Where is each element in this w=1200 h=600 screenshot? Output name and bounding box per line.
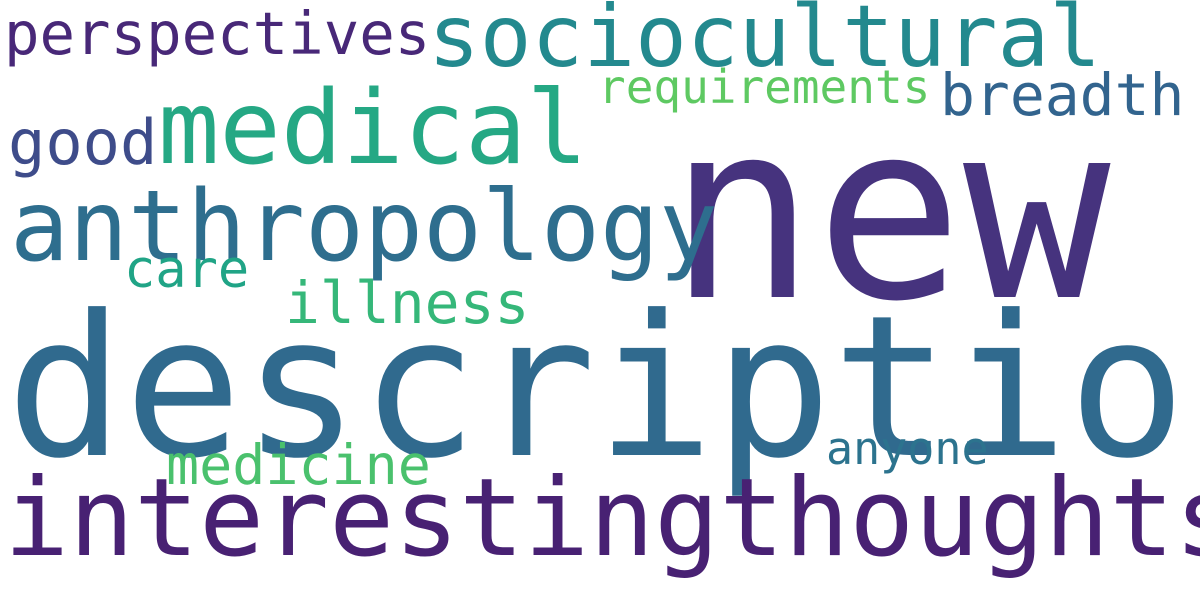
word-illness: illness [285,269,530,337]
word-new: new [668,70,1111,355]
word-interestingthoughts: interestingthoughts [4,456,1200,581]
word-good: good [8,106,158,179]
word-medicine: medicine [166,433,431,497]
word-anthropology: anthropology [10,170,719,284]
word-description: description [6,274,1200,502]
word-medical: medical [158,69,588,188]
word-breadth: breadth [940,61,1185,129]
word-sociocultural: sociocultural [428,0,1102,87]
word-care: care [124,240,250,300]
word-anyone: anyone [826,422,989,475]
word-requirements: requirements [598,60,931,114]
word-perspectives: perspectives [4,0,431,68]
